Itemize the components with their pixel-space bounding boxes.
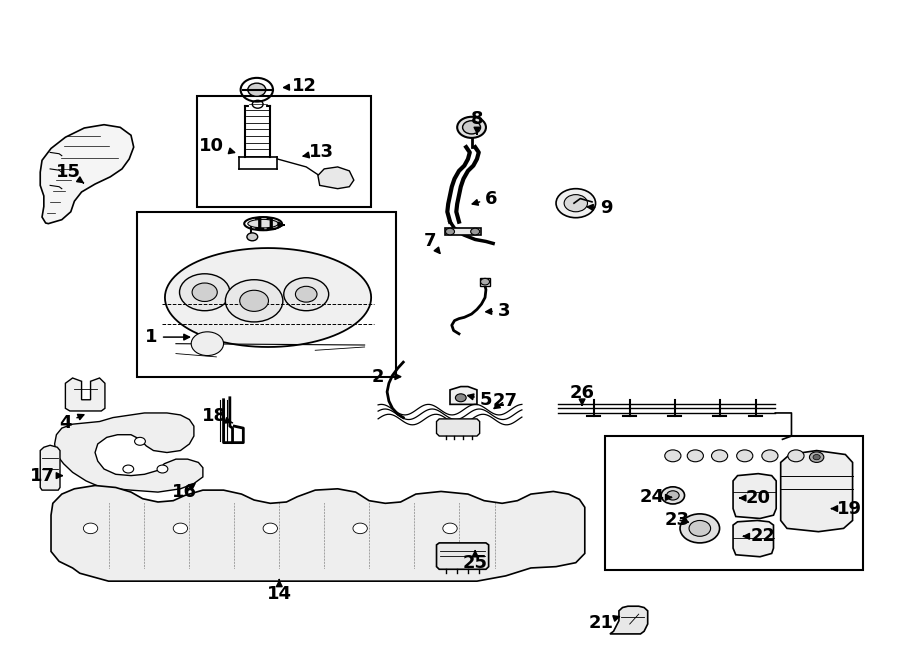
Circle shape <box>813 455 820 460</box>
Polygon shape <box>40 446 60 490</box>
Text: 9: 9 <box>588 200 613 217</box>
Polygon shape <box>436 543 489 569</box>
Text: 25: 25 <box>463 551 488 572</box>
Circle shape <box>225 280 283 322</box>
Text: 16: 16 <box>172 483 196 501</box>
Circle shape <box>761 450 778 462</box>
Polygon shape <box>318 167 354 188</box>
Text: 1: 1 <box>146 328 189 346</box>
Polygon shape <box>436 419 480 436</box>
Text: 26: 26 <box>570 384 595 405</box>
Circle shape <box>295 286 317 302</box>
Circle shape <box>135 438 146 446</box>
Circle shape <box>443 523 457 533</box>
Circle shape <box>463 121 481 134</box>
Polygon shape <box>40 125 134 223</box>
Circle shape <box>192 283 217 301</box>
Text: 18: 18 <box>202 407 232 425</box>
Bar <box>196 97 371 207</box>
Circle shape <box>712 450 728 462</box>
Circle shape <box>84 523 98 533</box>
Bar <box>138 212 396 377</box>
Text: 15: 15 <box>56 163 84 183</box>
Circle shape <box>158 465 167 473</box>
Circle shape <box>263 523 277 533</box>
Circle shape <box>446 228 454 235</box>
Circle shape <box>248 83 266 97</box>
Circle shape <box>556 188 596 217</box>
Circle shape <box>455 394 466 402</box>
Circle shape <box>662 487 685 504</box>
Circle shape <box>173 523 187 533</box>
Circle shape <box>179 274 230 311</box>
Circle shape <box>688 450 704 462</box>
Circle shape <box>457 117 486 138</box>
Text: 20: 20 <box>740 489 770 507</box>
Text: 17: 17 <box>31 467 62 485</box>
Circle shape <box>353 523 367 533</box>
Circle shape <box>123 465 134 473</box>
Circle shape <box>239 290 268 311</box>
Circle shape <box>809 452 824 463</box>
Polygon shape <box>55 413 202 492</box>
Text: 10: 10 <box>200 137 235 155</box>
Polygon shape <box>51 486 585 581</box>
Text: 23: 23 <box>665 511 689 529</box>
Text: 27: 27 <box>492 392 517 410</box>
Circle shape <box>667 490 680 500</box>
Text: 14: 14 <box>266 580 292 603</box>
Circle shape <box>788 450 804 462</box>
Circle shape <box>191 332 223 356</box>
Text: 11: 11 <box>253 216 284 234</box>
Bar <box>606 436 863 570</box>
Text: 24: 24 <box>640 488 671 506</box>
Circle shape <box>284 278 328 311</box>
Text: 6: 6 <box>472 190 498 208</box>
Text: 12: 12 <box>284 77 317 95</box>
Circle shape <box>564 194 588 212</box>
Circle shape <box>481 278 490 285</box>
Text: 8: 8 <box>471 110 483 134</box>
Text: 13: 13 <box>303 143 334 161</box>
Polygon shape <box>734 520 773 557</box>
Polygon shape <box>780 451 852 531</box>
Circle shape <box>247 233 257 241</box>
Polygon shape <box>480 278 491 286</box>
Polygon shape <box>450 387 477 405</box>
Text: 2: 2 <box>372 368 400 385</box>
Circle shape <box>680 514 720 543</box>
Polygon shape <box>165 248 371 347</box>
Text: 4: 4 <box>59 414 84 432</box>
Polygon shape <box>610 606 648 634</box>
Circle shape <box>471 228 480 235</box>
Circle shape <box>689 520 711 536</box>
Polygon shape <box>445 227 481 235</box>
Polygon shape <box>66 378 105 411</box>
Text: 5: 5 <box>468 391 492 408</box>
Text: 22: 22 <box>743 527 775 545</box>
Circle shape <box>737 450 752 462</box>
Text: 3: 3 <box>486 301 510 320</box>
Polygon shape <box>734 474 776 518</box>
Text: 7: 7 <box>424 233 440 253</box>
Text: 21: 21 <box>589 613 619 632</box>
Text: 19: 19 <box>832 500 862 518</box>
Ellipse shape <box>248 219 278 228</box>
Circle shape <box>665 450 681 462</box>
